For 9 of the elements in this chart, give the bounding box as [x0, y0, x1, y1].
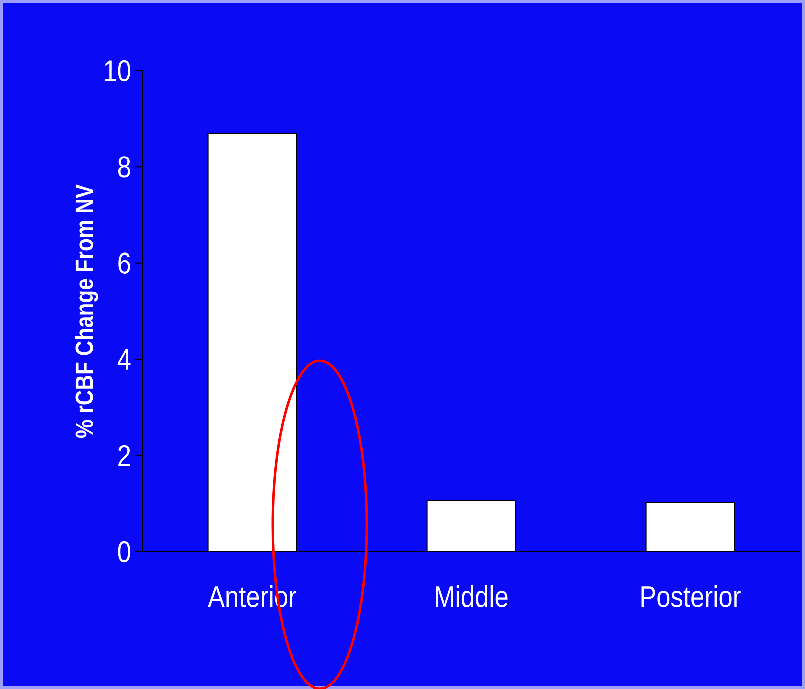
y-tick-label: 0	[118, 541, 130, 563]
x-tick-label: Middle	[436, 586, 508, 608]
y-axis-title: % rCBF Change From NV	[75, 184, 98, 438]
y-tick-label: 8	[118, 156, 130, 178]
y-tick-label: 4	[118, 349, 131, 370]
y-tick-label: 10	[105, 60, 130, 82]
y-tick-label: 2	[118, 445, 130, 466]
y-tick-label: 6	[118, 252, 130, 274]
x-tick-label: Posterior	[642, 586, 741, 608]
